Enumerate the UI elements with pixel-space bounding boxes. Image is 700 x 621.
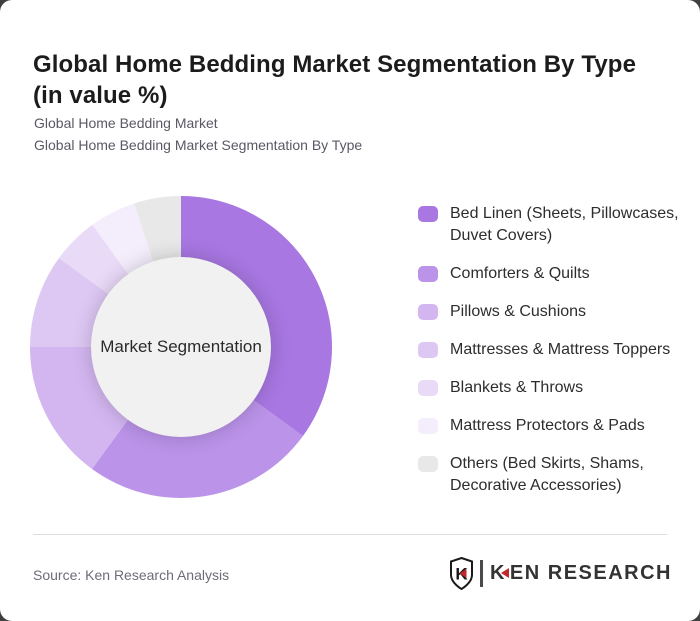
page-title: Global Home Bedding Market Segmentation … [33, 49, 636, 111]
shield-red-arrow-icon [459, 568, 467, 578]
legend-item: Mattress Protectors & Pads [418, 415, 688, 437]
wordmark-rest: EN RESEARCH [509, 561, 672, 584]
source-text: Source: Ken Research Analysis [33, 567, 230, 583]
legend-label: Blankets & Throws [450, 379, 584, 396]
legend-item: Mattresses & Mattress Toppers [418, 339, 688, 361]
legend-swatch [418, 342, 438, 358]
donut-hole: Market Segmentation [91, 257, 271, 437]
legend-item: Pillows & Cushions [418, 301, 688, 323]
page-title-line-2: (in value %) [33, 82, 168, 110]
chart-legend: Bed Linen (Sheets, Pillowcases, Duvet Cov… [418, 203, 688, 513]
legend-label: Others (Bed Skirts, Shams, Decorative Acc… [450, 455, 644, 494]
legend-swatch [418, 266, 438, 282]
page-title-line-1: Global Home Bedding Market Segmentation … [33, 51, 637, 79]
red-arrow-icon [500, 568, 509, 578]
legend-swatch [418, 304, 438, 320]
legend-item: Bed Linen (Sheets, Pillowcases, Duvet Cov… [418, 203, 688, 247]
subtitle-block: Global Home Bedding Market Global Home B… [34, 112, 362, 156]
legend-label: Mattress Protectors & Pads [450, 417, 645, 434]
donut-center-label: Market Segmentation [100, 337, 262, 356]
legend-swatch [418, 418, 438, 434]
shield-icon: K [449, 556, 473, 590]
subtitle-line-1: Global Home Bedding Market [34, 115, 218, 131]
legend-label: Mattresses & Mattress Toppers [450, 341, 671, 358]
legend-swatch [418, 456, 438, 472]
legend-swatch [418, 206, 438, 222]
subtitle-line-2: Global Home Bedding Market Segmentation … [34, 137, 363, 153]
legend-label: Comforters & Quilts [450, 265, 590, 282]
legend-item: Others (Bed Skirts, Shams, Decorative Acc… [418, 453, 688, 497]
ken-research-logo: K KEN RESEARCH [449, 556, 672, 590]
logo-separator [479, 559, 483, 587]
legend-swatch [418, 380, 438, 396]
donut-ring: Market Segmentation [30, 196, 332, 498]
legend-label: Pillows & Cushions [450, 303, 587, 320]
footer-divider [33, 534, 667, 535]
legend-label: Bed Linen (Sheets, Pillowcases, Duvet Cov… [450, 205, 679, 244]
legend-item: Blankets & Throws [418, 377, 688, 399]
wordmark-first-letter: K [489, 561, 506, 584]
logo-wordmark: K EN RESEARCH [490, 562, 672, 585]
legend-item: Comforters & Quilts [418, 263, 688, 285]
